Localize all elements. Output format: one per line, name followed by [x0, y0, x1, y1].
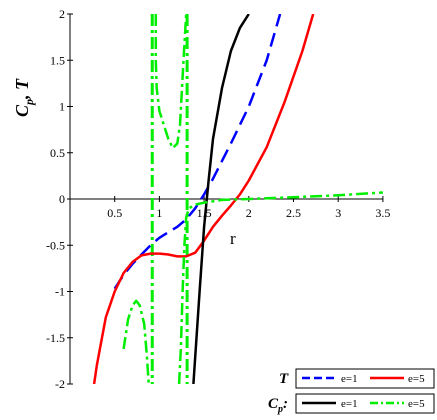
series-line-cp-e-1 [192, 14, 250, 384]
x-tick-label: 3.5 [375, 206, 390, 220]
x-tick-label: 0.5 [107, 206, 122, 220]
legend-label-t-e5: e=5 [408, 373, 425, 385]
x-tick-label: 1 [156, 206, 162, 220]
x-tick-label: 2 [246, 206, 252, 220]
x-axis-label: r [230, 229, 236, 248]
legend-label-t-e1: e=1 [341, 373, 358, 385]
y-tick-label: 2 [59, 7, 65, 21]
y-tick-label: 1 [59, 100, 65, 114]
series-line-cp-e-5 [154, 14, 188, 150]
tick-labels: 0.5 1 1.5 2 2.5 3 3.5 2 1.5 1 0.5 0 -0.5 -1 -1.5 -2 [46, 7, 390, 391]
y-tick-label: 0 [59, 192, 65, 206]
legend-label-cp-e1: e=1 [341, 398, 358, 410]
series-line-cp-e-5 [122, 299, 150, 384]
series-line-t-e-1 [113, 14, 282, 290]
legend-title-cp: Cp: [268, 396, 288, 415]
y-tick-label: -2 [55, 377, 65, 391]
legend: T e=1 e=5 Cp: e=1 e=5 [268, 368, 435, 415]
series-line-cp-e-5 [177, 191, 383, 384]
y-tick-label: -1 [55, 285, 65, 299]
x-tick-label: 2.5 [286, 206, 301, 220]
legend-label-cp-e5: e=5 [408, 398, 425, 410]
legend-box-t [295, 368, 435, 389]
series-line-t-e-5 [92, 14, 315, 384]
plot-area [92, 14, 383, 384]
y-tick-label: 1.5 [50, 53, 65, 67]
y-tick-label: -0.5 [46, 238, 65, 252]
x-tick-label: 3 [335, 206, 341, 220]
legend-title-t: T [279, 371, 289, 387]
x-tick-label: 1.5 [197, 206, 212, 220]
y-tick-label: -1.5 [46, 331, 65, 345]
axes [67, 13, 384, 385]
y-tick-label: 0.5 [50, 146, 65, 160]
y-axis-label: Cp, T [12, 78, 36, 117]
legend-box-cp [295, 393, 435, 414]
